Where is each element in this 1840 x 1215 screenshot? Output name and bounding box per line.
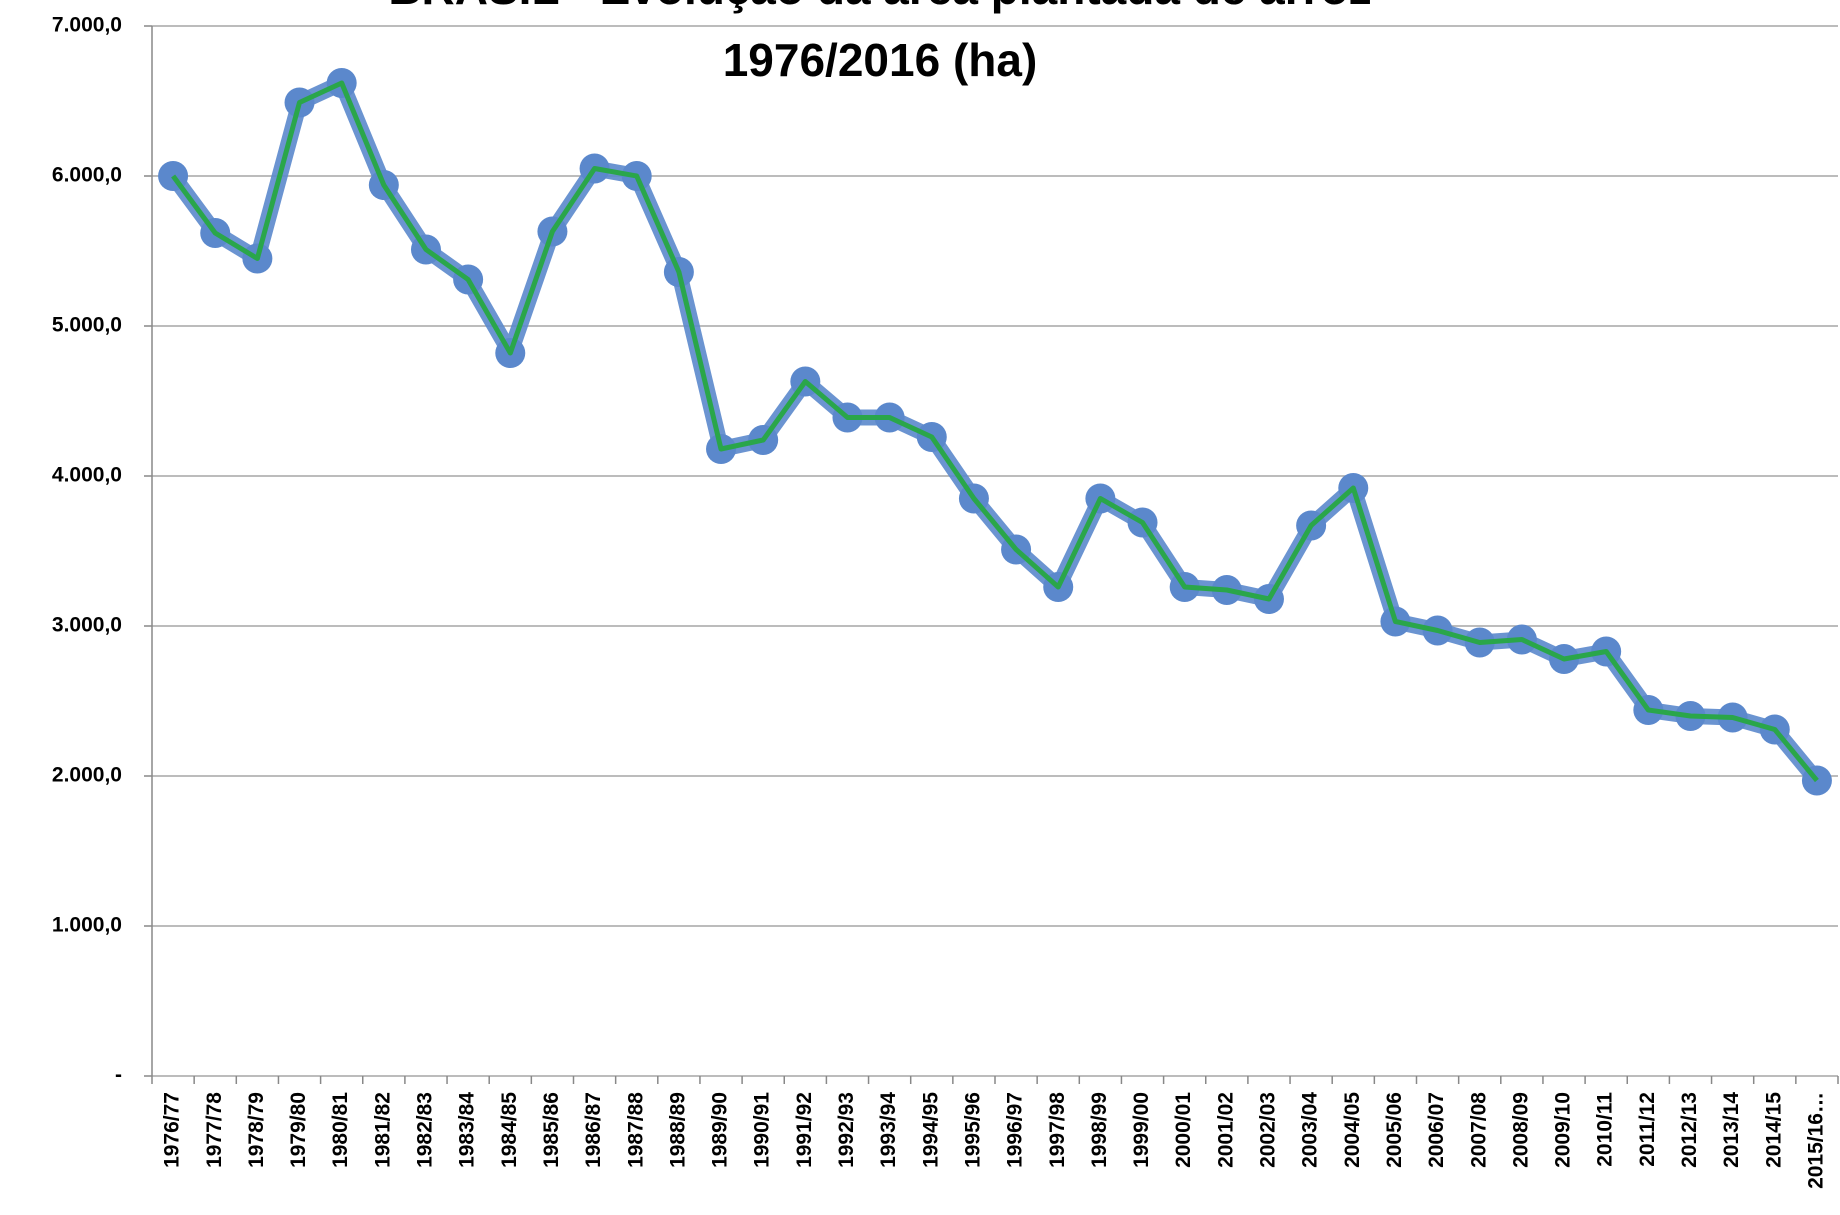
x-tick-label: 1984/85 <box>498 1092 521 1168</box>
y-tick-label: 6.000,0 <box>52 164 122 187</box>
x-tick-label: 1992/93 <box>835 1092 858 1168</box>
x-tick-label: 2010/11 <box>1594 1092 1617 1167</box>
x-tick-label: 1997/98 <box>1046 1092 1069 1168</box>
x-tick-label: 1995/96 <box>961 1092 984 1168</box>
x-tick-label: 1989/90 <box>709 1092 732 1168</box>
x-tick-label: 2004/05 <box>1341 1092 1364 1168</box>
x-tick-label: 2008/09 <box>1509 1092 1532 1168</box>
chart-title: BRASIL - Evolução da área plantada de ar… <box>388 0 1371 14</box>
x-tick-label: 1998/99 <box>1088 1092 1111 1168</box>
y-tick-label: 4.000,0 <box>52 464 122 487</box>
x-tick-label: 2000/01 <box>1172 1092 1195 1168</box>
x-tick-label: 2013/14 <box>1720 1092 1743 1168</box>
y-tick-label: 7.000,0 <box>52 14 122 37</box>
x-tick-label: 1981/82 <box>371 1092 394 1168</box>
line-halo <box>166 75 1824 786</box>
line <box>171 80 1819 783</box>
x-tick-label: 1999/00 <box>1130 1092 1153 1168</box>
x-tick-label: 2005/06 <box>1383 1092 1406 1168</box>
x-tick-label: 1996/97 <box>1004 1092 1027 1168</box>
chart-subtitle: 1976/2016 (ha) <box>723 34 1038 86</box>
x-tick-label: 2009/10 <box>1552 1092 1575 1168</box>
x-tick-label: 1987/88 <box>624 1092 647 1168</box>
x-tick-label: 1986/87 <box>582 1092 605 1168</box>
x-tick-label: 2014/15 <box>1762 1092 1785 1168</box>
x-tick-label: 2011/12 <box>1636 1092 1659 1167</box>
y-tick-label: 2.000,0 <box>52 764 122 787</box>
x-tick-label: 1977/78 <box>203 1092 226 1168</box>
x-tick-label: 1980/81 <box>329 1092 352 1168</box>
y-tick-label: 5.000,0 <box>52 314 122 337</box>
x-tick-label: 1979/80 <box>287 1092 310 1168</box>
x-tick-label: 2007/08 <box>1467 1092 1490 1168</box>
x-tick-label: 1978/79 <box>245 1092 268 1168</box>
x-tick-label: 2006/07 <box>1425 1092 1448 1168</box>
x-tick-label: 1982/83 <box>414 1092 437 1168</box>
y-tick-label: 3.000,0 <box>52 614 122 637</box>
x-tick-label: 1983/84 <box>456 1092 479 1168</box>
x-tick-label: 2002/03 <box>1257 1092 1280 1168</box>
y-tick-label: - <box>115 1064 122 1087</box>
y-tick-label: 1.000,0 <box>52 914 122 937</box>
x-tick-label: 2003/04 <box>1299 1092 1322 1168</box>
x-tick-label: 2012/13 <box>1678 1092 1701 1168</box>
x-tick-label: 1988/89 <box>666 1092 689 1168</box>
x-tick-label: 1976/77 <box>161 1092 184 1168</box>
x-tick-label: 2015/16… <box>1804 1092 1827 1189</box>
x-tick-label: 2001/02 <box>1214 1092 1237 1168</box>
x-tick-label: 1985/86 <box>540 1092 563 1168</box>
x-tick-label: 1994/95 <box>919 1092 942 1168</box>
x-tick-label: 1991/92 <box>793 1092 816 1168</box>
x-tick-label: 1990/91 <box>751 1092 774 1168</box>
x-tick-label: 1993/94 <box>877 1092 900 1168</box>
